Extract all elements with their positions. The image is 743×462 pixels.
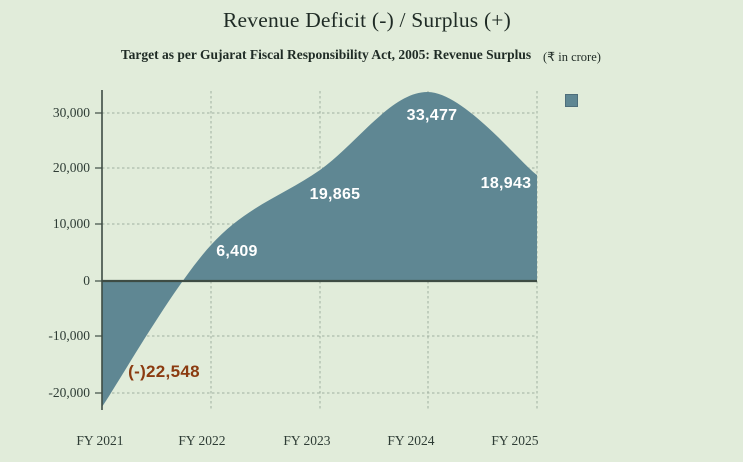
ytick-label-30000: 30,000 bbox=[53, 105, 90, 120]
chart-subtitle: Target as per Gujarat Fiscal Responsibil… bbox=[120, 47, 532, 62]
xcat-label-fy2025: FY 2025 bbox=[491, 433, 538, 448]
data-label-fy2022: 6,409 bbox=[216, 243, 258, 260]
revenue-area-series bbox=[102, 91, 537, 407]
unit-note: (₹ in crore) bbox=[543, 50, 601, 64]
xcat-label-fy2022: FY 2022 bbox=[178, 433, 225, 448]
ytick-label-neg20000: -20,000 bbox=[48, 385, 90, 400]
legend-series-swatch bbox=[565, 94, 578, 107]
data-label-fy2021: (-)22,548 bbox=[128, 362, 200, 381]
data-label-fy2024: 33,477 bbox=[407, 107, 458, 124]
ytick-label-neg10000: -10,000 bbox=[48, 328, 90, 343]
xcat-label-fy2024: FY 2024 bbox=[387, 433, 434, 448]
xcat-label-fy2023: FY 2023 bbox=[283, 433, 330, 448]
ytick-label-20000: 20,000 bbox=[53, 160, 90, 175]
data-label-fy2023: 19,865 bbox=[310, 186, 361, 203]
xcat-label-fy2021: FY 2021 bbox=[76, 433, 123, 448]
data-label-fy2025: 18,943 bbox=[481, 175, 532, 192]
chart-title: Revenue Deficit (-) / Surplus (+) bbox=[223, 8, 511, 32]
ytick-label-10000: 10,000 bbox=[53, 216, 90, 231]
ytick-label-0: 0 bbox=[83, 273, 90, 288]
